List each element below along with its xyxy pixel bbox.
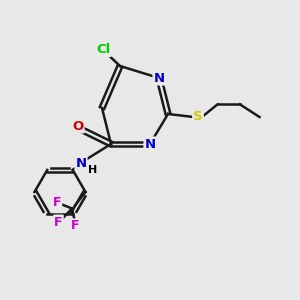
Text: N: N — [153, 71, 165, 85]
Text: F: F — [71, 219, 79, 232]
Text: H: H — [88, 165, 97, 175]
Text: N: N — [75, 157, 87, 170]
Text: Cl: Cl — [96, 43, 111, 56]
Text: F: F — [53, 196, 61, 209]
Text: N: N — [144, 137, 156, 151]
Text: S: S — [193, 110, 203, 124]
Text: O: O — [72, 119, 84, 133]
Text: F: F — [54, 215, 63, 229]
